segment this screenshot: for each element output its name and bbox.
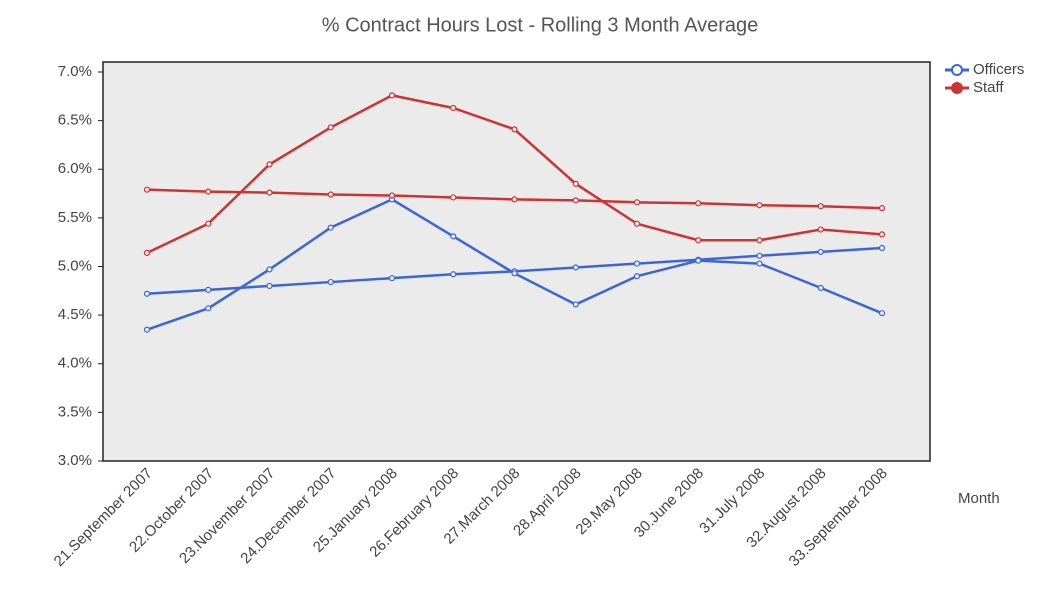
trend-point	[450, 194, 457, 201]
y-tick-label: 3.0%	[58, 452, 92, 469]
x-tick-label: 21.September 2007	[51, 465, 156, 570]
point	[266, 161, 273, 168]
point	[756, 237, 763, 244]
point	[695, 237, 702, 244]
trend-point	[756, 202, 763, 209]
trend-point	[817, 248, 824, 256]
point	[327, 224, 334, 231]
y-tick-label: 4.0%	[58, 355, 92, 372]
point	[633, 220, 641, 227]
x-axis-label: Month	[958, 490, 1000, 507]
trend-point	[817, 203, 824, 210]
point	[511, 270, 518, 277]
y-tick-label: 3.5%	[58, 403, 92, 420]
plot-area	[102, 61, 931, 462]
trend-point	[266, 282, 273, 290]
point	[205, 305, 212, 312]
trend-point	[205, 286, 212, 293]
y-tick-label: 4.5%	[58, 306, 92, 323]
point	[572, 301, 579, 308]
trend-point	[327, 278, 334, 286]
trend-point	[756, 252, 763, 259]
point	[756, 260, 763, 267]
point	[450, 233, 457, 240]
trend-point	[633, 199, 641, 206]
trend-point	[633, 260, 641, 267]
point	[511, 126, 518, 133]
trend-point	[572, 264, 579, 271]
trend-point	[511, 196, 518, 203]
chart-title: % Contract Hours Lost - Rolling 3 Month …	[322, 14, 759, 36]
point	[327, 124, 334, 131]
y-tick-label: 7.0%	[58, 63, 92, 80]
point	[572, 180, 579, 187]
point	[388, 92, 396, 99]
trend-point	[205, 188, 212, 195]
trend-point	[327, 191, 334, 198]
trend-point	[266, 189, 273, 196]
trend-point	[572, 197, 579, 204]
legend-label: Officers	[973, 61, 1024, 78]
y-tick-label: 6.0%	[58, 160, 92, 177]
y-tick-label: 5.0%	[58, 257, 92, 274]
point	[143, 249, 151, 256]
point	[878, 310, 886, 317]
trend-point	[878, 205, 886, 212]
legend-marker	[951, 64, 963, 76]
y-tick-label: 5.5%	[58, 209, 92, 226]
point	[817, 284, 824, 291]
y-tick-label: 6.5%	[58, 112, 92, 129]
point	[266, 266, 273, 273]
point	[450, 104, 457, 112]
trend-point	[143, 186, 151, 193]
trend-point	[878, 244, 886, 252]
point	[633, 273, 641, 280]
trend-point	[143, 290, 151, 297]
point	[205, 220, 212, 227]
trend-point	[388, 192, 396, 199]
point	[143, 326, 151, 333]
legend-label: Staff	[973, 79, 1004, 96]
trend-point	[388, 275, 396, 282]
point	[878, 231, 886, 238]
point	[817, 226, 824, 233]
legend-marker	[951, 82, 963, 94]
trend-point	[695, 200, 702, 207]
trend-point	[450, 271, 457, 278]
point	[695, 257, 702, 264]
